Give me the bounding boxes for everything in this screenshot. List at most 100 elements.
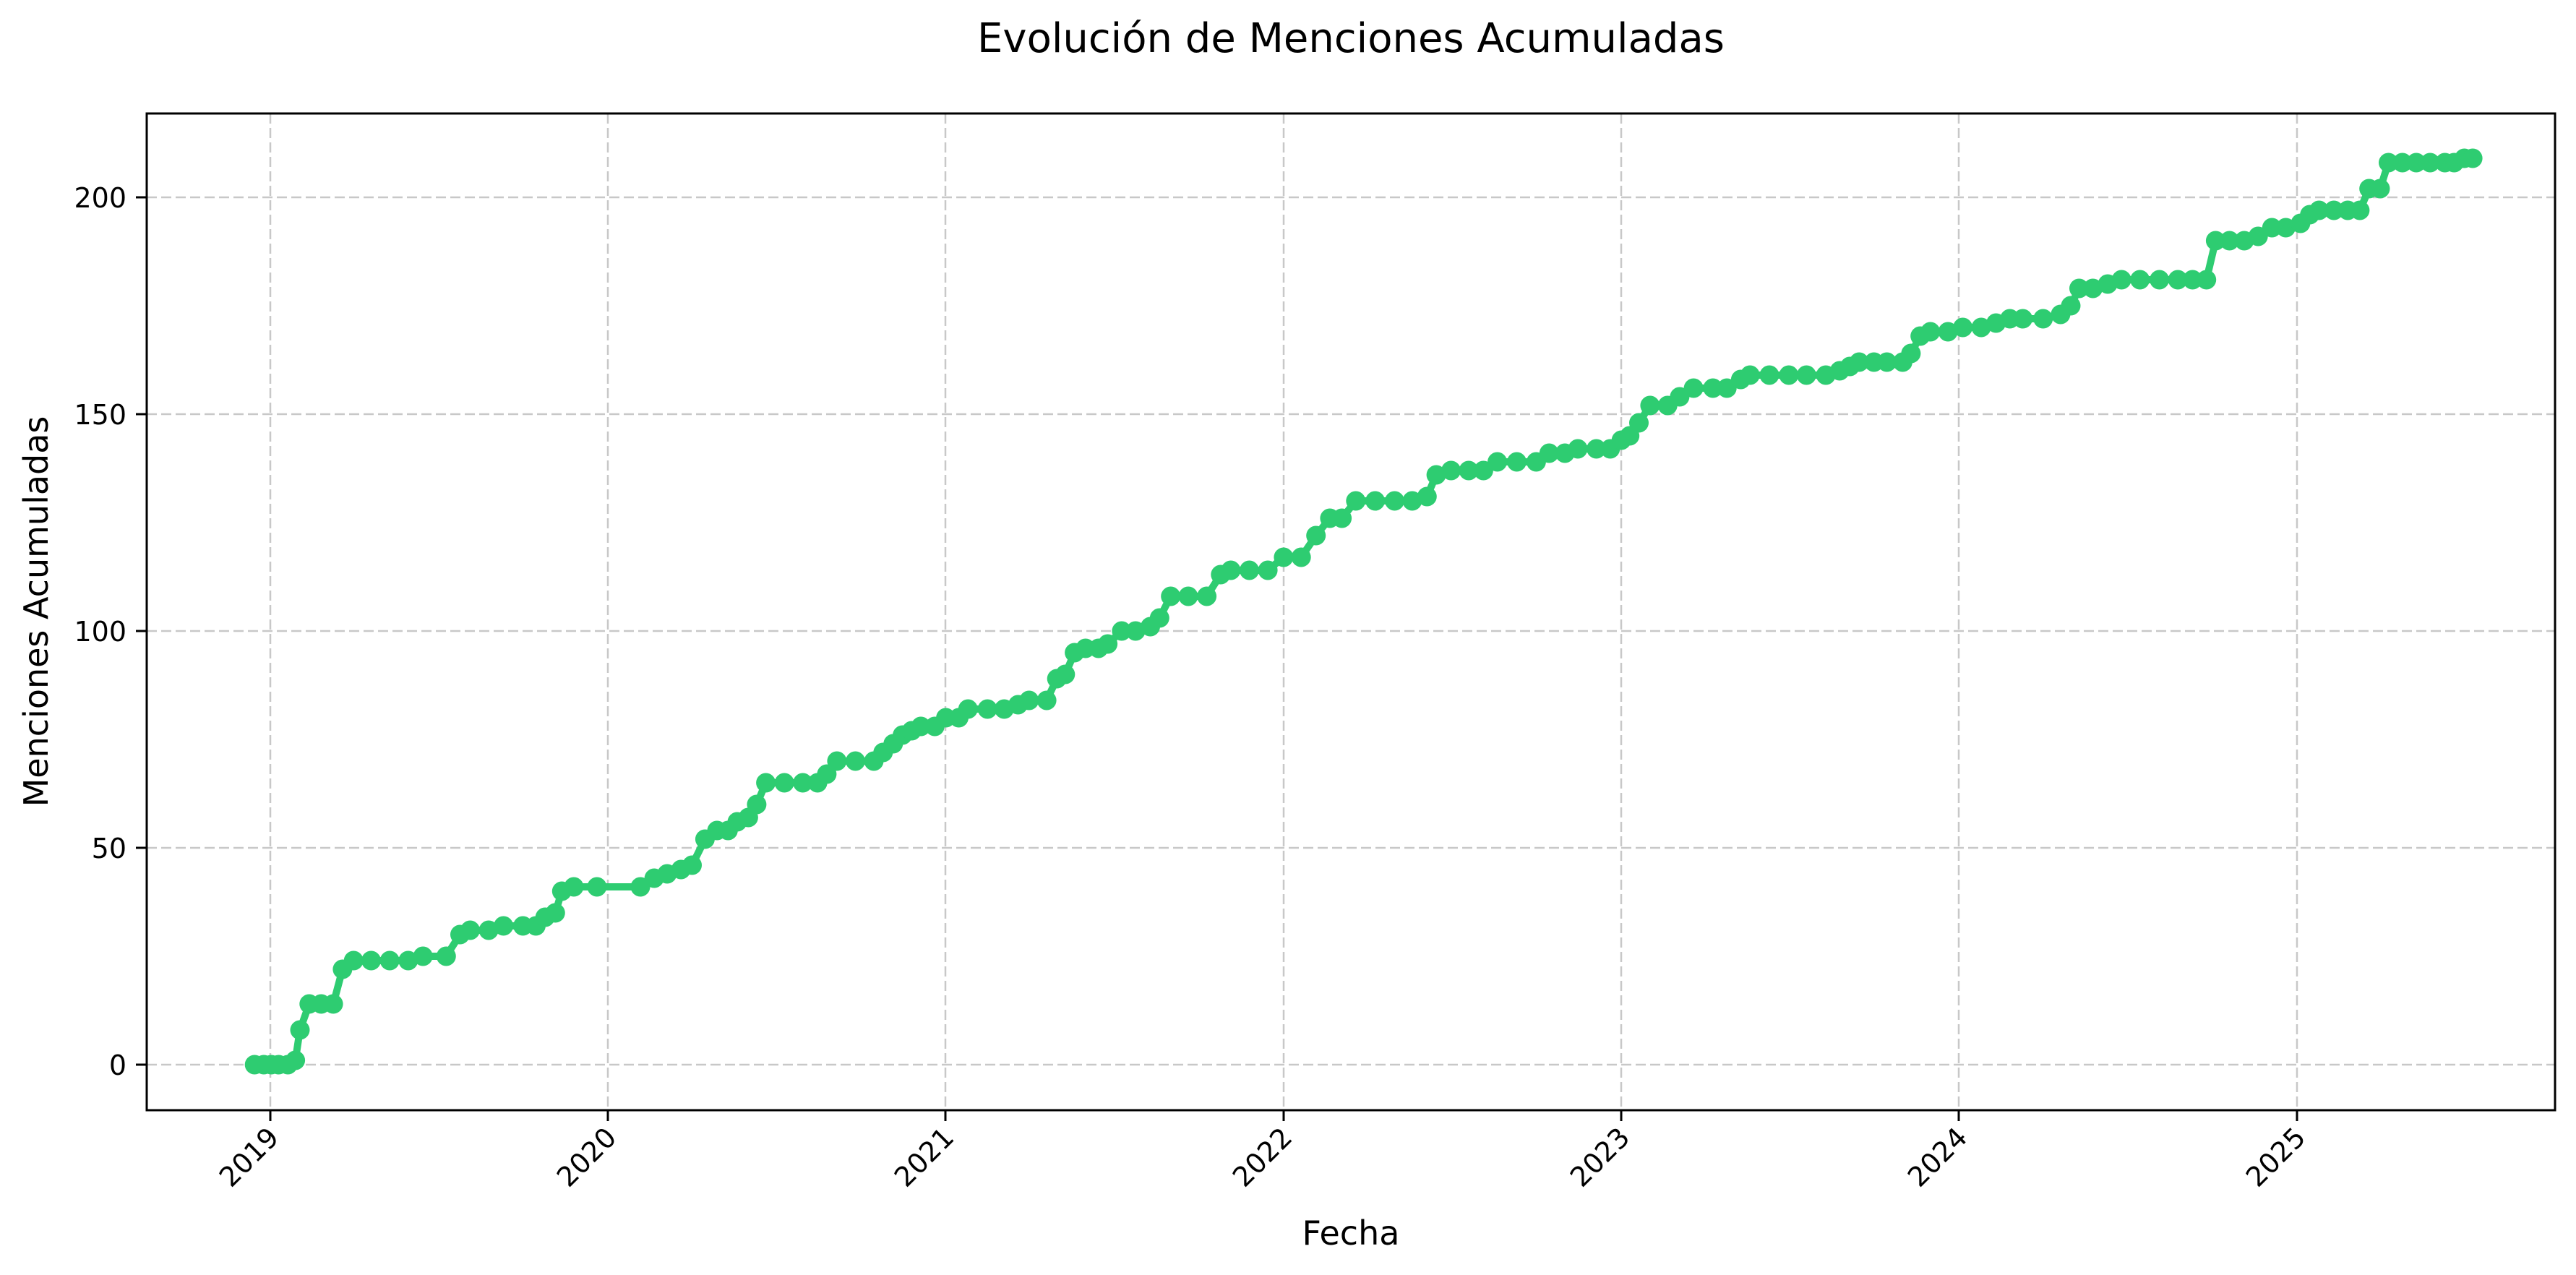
data-point-marker — [2069, 278, 2089, 299]
data-point-marker — [682, 855, 702, 875]
data-point-marker — [1149, 608, 1169, 628]
data-point-marker — [2370, 179, 2390, 199]
data-point-marker — [1332, 508, 1352, 528]
data-point-marker — [1426, 465, 1446, 485]
data-point-marker — [1098, 634, 1118, 654]
y-tick-label: 50 — [92, 833, 126, 864]
data-point-marker — [1487, 452, 1508, 472]
data-point-marker — [1161, 586, 1181, 606]
data-point-marker — [1796, 365, 1816, 385]
data-point-marker — [1459, 460, 1479, 481]
grid-lines — [147, 113, 2555, 1110]
data-point-marker — [1568, 439, 1588, 459]
data-point-marker — [379, 950, 400, 971]
data-point-marker — [1740, 365, 1760, 385]
data-point-marker — [2350, 200, 2370, 220]
data-point-marker — [1417, 486, 1437, 507]
data-point-marker — [747, 794, 767, 815]
data-point-marker — [494, 916, 514, 936]
data-point-marker — [2033, 309, 2053, 329]
data-point-marker — [545, 903, 565, 923]
data-point-marker — [2197, 270, 2217, 290]
data-point-marker — [2205, 231, 2225, 251]
data-point-marker — [1629, 413, 1649, 433]
data-point-marker — [1221, 560, 1241, 580]
data-series — [244, 148, 2483, 1075]
data-point-marker — [977, 699, 997, 719]
data-point-marker — [2420, 153, 2440, 173]
data-point-marker — [2276, 218, 2296, 238]
data-point-marker — [1901, 343, 1921, 364]
data-point-marker — [2111, 270, 2131, 290]
data-point-marker — [2309, 200, 2329, 220]
data-point-marker — [1920, 322, 1941, 342]
data-point-marker — [2262, 218, 2282, 238]
data-point-marker — [2150, 270, 2170, 290]
data-point-marker — [1365, 491, 1386, 511]
data-point-marker — [2406, 153, 2426, 173]
data-point-marker — [436, 946, 456, 966]
y-axis-ticks: 0 50 100 150 200 — [74, 182, 147, 1081]
data-point-marker — [1306, 525, 1326, 546]
data-point-marker — [1274, 547, 1294, 567]
chart-title: Evolución de Menciones Acumuladas — [977, 15, 1725, 62]
data-point-marker — [1402, 491, 1422, 511]
data-point-marker — [1587, 439, 1607, 459]
data-point-marker — [2463, 148, 2483, 168]
data-point-marker — [1953, 317, 1973, 338]
x-axis-label: Fecha — [1302, 1214, 1400, 1253]
data-point-marker — [756, 773, 776, 793]
data-point-marker — [343, 950, 364, 971]
data-point-marker — [2183, 270, 2202, 290]
data-point-marker — [1717, 378, 1737, 398]
data-point-marker — [846, 751, 865, 771]
data-point-marker — [1849, 352, 1869, 372]
data-point-marker — [1291, 547, 1311, 567]
data-point-marker — [478, 920, 499, 940]
y-tick-label: 200 — [74, 182, 126, 214]
data-point-marker — [1036, 690, 1057, 711]
data-point-marker — [2168, 270, 2188, 290]
data-point-marker — [361, 950, 381, 971]
y-tick-label: 0 — [109, 1049, 126, 1081]
data-point-marker — [827, 751, 847, 771]
data-point-marker — [460, 920, 480, 940]
data-point-marker — [2392, 153, 2413, 173]
data-point-marker — [2379, 153, 2398, 173]
data-point-marker — [1938, 322, 1958, 342]
y-tick-label: 150 — [74, 399, 126, 431]
data-point-marker — [1539, 443, 1559, 463]
data-point-marker — [1759, 365, 1779, 385]
data-point-marker — [1473, 460, 1493, 481]
y-tick-label: 100 — [74, 616, 126, 648]
data-point-marker — [1683, 378, 1704, 398]
data-point-marker — [2083, 278, 2103, 299]
data-point-marker — [1441, 460, 1461, 481]
data-point-marker — [1240, 560, 1259, 580]
data-point-marker — [2061, 296, 2081, 316]
data-point-marker — [323, 994, 343, 1014]
y-axis-label: Menciones Acumuladas — [17, 416, 56, 807]
data-point-marker — [1703, 378, 1723, 398]
data-point-marker — [2220, 231, 2240, 251]
axes-frame — [145, 112, 2556, 1112]
data-point-marker — [958, 699, 978, 719]
data-point-marker — [1346, 491, 1366, 511]
data-point-marker — [587, 877, 607, 897]
data-point-marker — [1019, 690, 1039, 711]
data-point-marker — [1877, 352, 1897, 372]
data-point-marker — [1670, 387, 1690, 407]
data-point-marker — [290, 1020, 310, 1040]
data-point-marker — [1971, 317, 1991, 338]
data-point-marker — [1507, 452, 1527, 472]
data-point-marker — [1125, 621, 1146, 641]
data-point-marker — [1178, 586, 1198, 606]
data-point-marker — [1197, 586, 1217, 606]
data-point-marker — [564, 877, 584, 897]
data-point-marker — [1640, 395, 1660, 416]
data-point-marker — [2013, 309, 2033, 329]
data-point-marker — [1112, 621, 1132, 641]
data-point-marker — [911, 716, 931, 737]
